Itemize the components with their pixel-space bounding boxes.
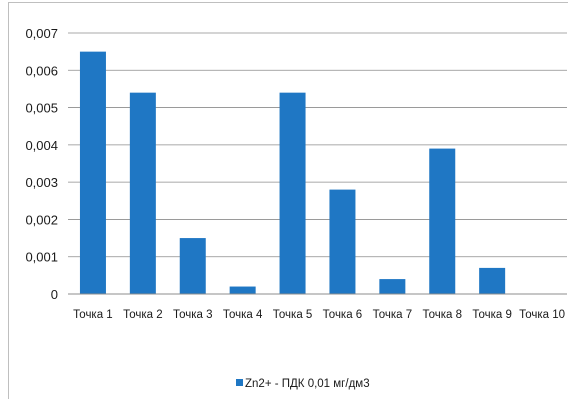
x-axis-ticks: Точка 1 Точка 2 Точка 3 Точка 4 Точка 5 Точка… — [73, 309, 565, 321]
x-tick-label: Точка 3 — [173, 309, 213, 321]
bar — [229, 286, 256, 294]
x-tick-label: Точка 8 — [422, 309, 462, 321]
y-tick-label: 0 — [51, 287, 58, 302]
x-tick-label: Точка 9 — [472, 309, 512, 321]
y-tick-label: 0,005 — [25, 101, 58, 116]
bar — [79, 51, 106, 295]
bar — [429, 148, 456, 294]
bars — [79, 51, 506, 295]
bar — [479, 267, 506, 294]
y-tick-label: 0,006 — [25, 63, 58, 78]
y-tick-label: 0,003 — [25, 175, 58, 190]
gridlines — [68, 32, 567, 258]
chart-frame — [8, 2, 568, 399]
x-tick-label: Точка 7 — [373, 309, 413, 321]
x-tick-label: Точка 5 — [273, 309, 313, 321]
bar — [279, 92, 306, 295]
x-tick-label: Точка 10 — [519, 309, 565, 321]
x-tick-label: Точка 1 — [73, 309, 113, 321]
y-axis-ticks: 0 0,001 0,002 0,003 0,004 0,005 0,006 0,007 — [25, 26, 58, 302]
bar — [129, 92, 156, 295]
y-tick-label: 0,007 — [25, 26, 58, 41]
legend: Zn2+ - ПДК 0,01 мг/дм3 — [236, 378, 370, 390]
legend-label: Zn2+ - ПДК 0,01 мг/дм3 — [245, 378, 370, 390]
bar — [379, 279, 406, 294]
x-tick-label: Точка 4 — [223, 309, 263, 321]
y-tick-label: 0,004 — [25, 138, 58, 153]
x-tick-label: Точка 2 — [123, 309, 163, 321]
y-tick-label: 0,002 — [25, 212, 58, 227]
bar — [179, 238, 206, 294]
legend-swatch — [236, 379, 243, 386]
bar — [329, 189, 356, 294]
y-tick-label: 0,001 — [25, 250, 58, 265]
x-tick-label: Точка 6 — [323, 309, 363, 321]
